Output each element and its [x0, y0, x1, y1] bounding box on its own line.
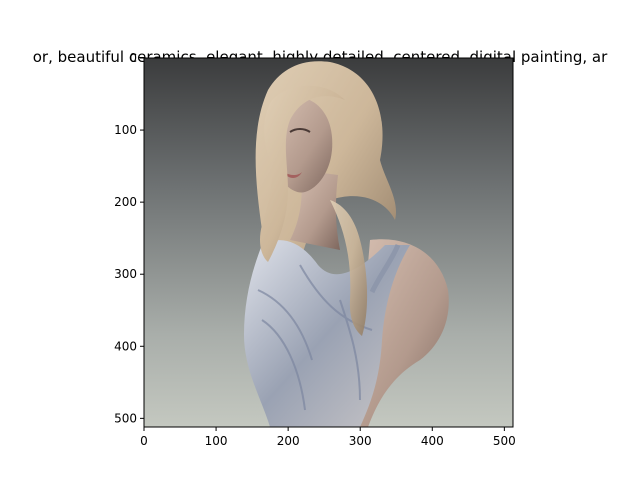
- lips: [284, 172, 302, 178]
- eye: [289, 128, 311, 133]
- x-axis-ticks: 0 100 200 300 400 500: [140, 427, 516, 448]
- y-tick-label: 200: [114, 195, 137, 209]
- y-tick-label: 100: [114, 123, 137, 137]
- hair-front: [260, 85, 345, 262]
- painting-image: [144, 58, 513, 427]
- y-tick-label: 0: [129, 51, 137, 65]
- y-tick-label: 300: [114, 267, 137, 281]
- x-tick-label: 300: [349, 434, 372, 448]
- dress-strap: [369, 244, 401, 294]
- axes-frame: [143, 57, 514, 428]
- x-tick-label: 0: [140, 434, 148, 448]
- y-axis-ticks: 0 100 200 300 400 500: [114, 51, 144, 425]
- x-tick-label: 100: [205, 434, 228, 448]
- x-tick-label: 400: [421, 434, 444, 448]
- hair-strands: [330, 200, 368, 336]
- dress: [244, 240, 410, 427]
- x-tick-label: 200: [277, 434, 300, 448]
- dress-folds: [257, 264, 373, 411]
- y-tick-label: 400: [114, 339, 137, 353]
- x-tick-label: 500: [493, 434, 516, 448]
- y-tick-label: 500: [114, 411, 137, 425]
